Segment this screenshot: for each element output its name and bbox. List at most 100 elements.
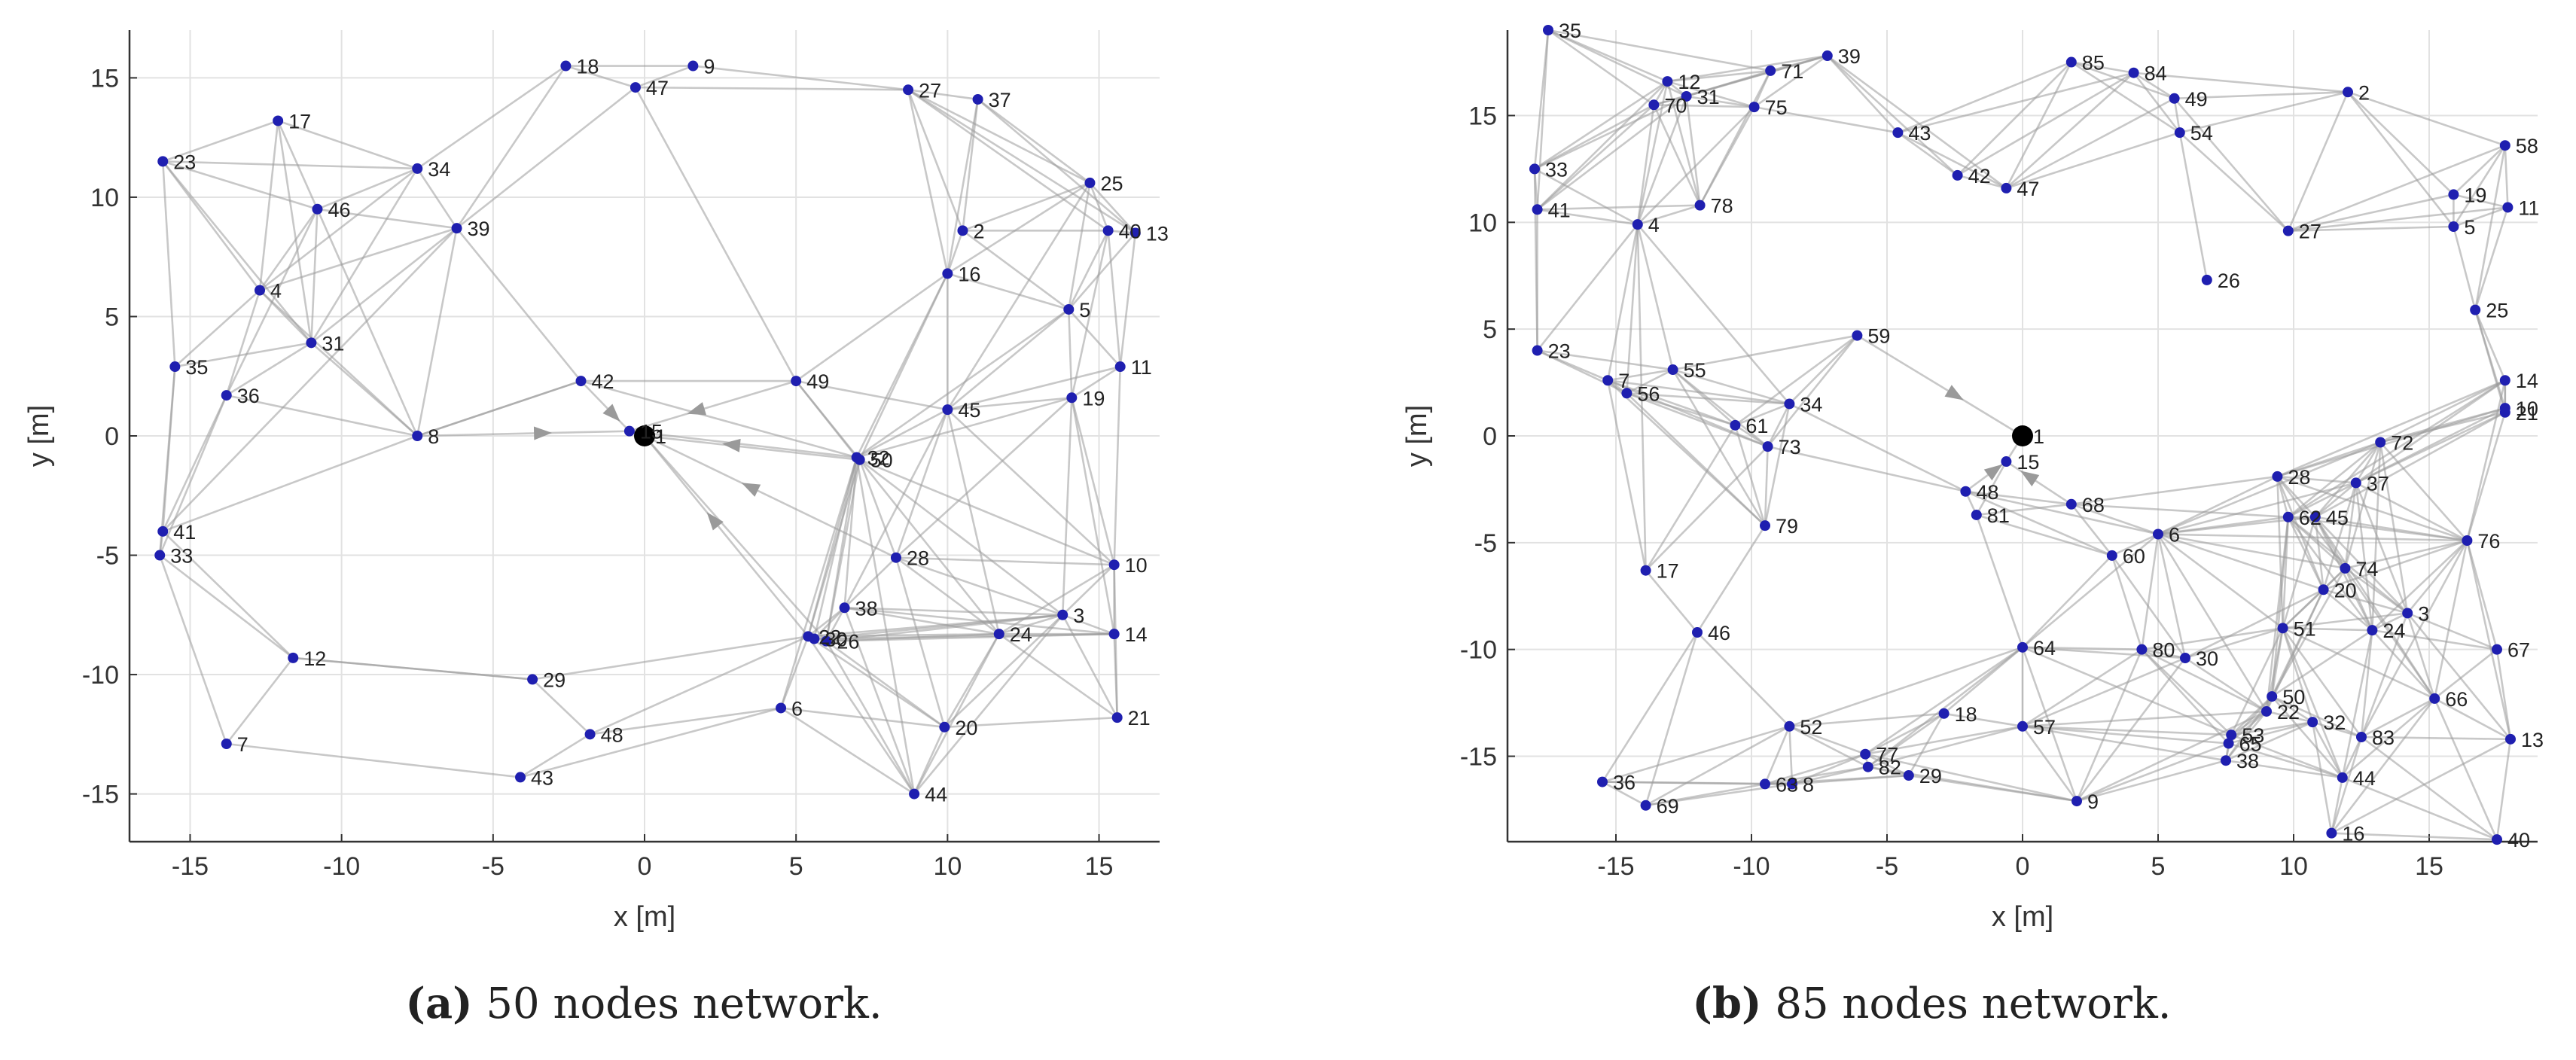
b-edge [1602,781,1647,806]
b-edge [2157,534,2187,659]
b-edge [1734,424,1769,448]
b-edge [1547,29,1771,72]
a-edge [913,633,1000,795]
a-edge [1068,309,1121,367]
a-edge [998,564,1115,635]
a-node-label-12: 12 [303,647,326,670]
b-edge [2271,696,2343,778]
a-edge [581,379,857,458]
a-edge [1068,230,1109,310]
b-edge [1667,80,1754,108]
b-node-label-38: 38 [2236,750,2259,772]
b-edge [1537,204,1700,211]
b-edge [2228,742,2343,779]
b-node-34 [1784,398,1795,410]
a-ylabel: y [m] [23,405,55,467]
b-edge [2006,131,2181,190]
a-edge [1119,233,1137,367]
a-edge [843,556,897,609]
b-node-36 [1597,776,1608,787]
a-edge [1113,634,1118,718]
b-node-29 [1903,770,1914,781]
b-edge [2022,646,2232,736]
b-edge [2071,503,2159,535]
a-xlabel: x [m] [614,901,675,933]
b-edge [2371,629,2436,699]
b-edge [2276,475,2468,542]
b-edge [1770,54,1828,72]
b-node-22 [2261,705,2272,717]
b-edge [1764,726,1791,784]
a-edge [629,379,797,432]
b-node-label-53: 53 [2242,724,2264,747]
a-node-label-37: 37 [989,89,1011,111]
b-node-63 [1760,778,1770,790]
b-edge [2271,629,2373,698]
b-edge [1672,368,1790,405]
b-edge [2157,533,2284,629]
a-edge [998,614,1063,635]
b-node-80 [2136,644,2148,655]
b-node-label-74: 74 [2355,558,2378,580]
a-node-label-23: 23 [173,151,196,173]
b-edge [2474,309,2506,381]
b-edge [2361,697,2435,739]
b-edge [2323,589,2408,614]
b-edge [1965,490,2159,535]
a-edge [316,209,419,437]
a-node-label-28: 28 [907,547,929,570]
b-node-label-70: 70 [1664,94,1687,117]
b-edge [2288,144,2506,232]
b-node-20 [2318,584,2329,595]
b-node-label-50: 50 [2282,686,2305,708]
b-edge [2288,482,2357,518]
b-edge [2287,516,2324,590]
a-node-23 [157,156,169,167]
b-edge [2344,483,2358,569]
b-node-75 [1748,102,1760,113]
a-edge [907,89,949,274]
b-node-label-20: 20 [2334,579,2357,602]
b-sink-node [2012,425,2033,446]
a-edge [907,89,964,231]
b-edge [1867,646,2023,768]
b-node-label-62: 62 [2299,507,2321,529]
b-node-label-67: 67 [2507,639,2530,662]
a-node-11 [1114,361,1126,373]
b-edge [2345,539,2468,570]
b-node-label-26: 26 [2218,270,2240,292]
b-edge [2407,612,2512,740]
a-node-label-11: 11 [1131,356,1152,379]
b-edge [2271,695,2313,723]
a-node-36 [221,390,232,401]
a-node-28 [890,552,901,563]
b-edge [2453,206,2508,228]
b-node-label-56: 56 [1637,382,1660,405]
a-node-label-7: 7 [237,733,248,756]
a-node-label-50: 50 [870,449,893,472]
a-edge [1071,365,1121,399]
a-xtick-label: 0 [638,852,652,881]
a-ytick-label: -15 [82,781,119,809]
a-edge [1062,564,1115,616]
a-edge [416,168,458,229]
b-node-24 [2367,625,2378,636]
caption-a-text: 50 nodes network. [486,979,883,1028]
a-sink-node [634,425,655,446]
b-node-73 [1762,441,1773,452]
b-node-label-52: 52 [1800,716,1822,739]
b-edge [2312,721,2343,778]
b-edge [2071,61,2134,75]
a-edge [844,606,1063,617]
a-edges [158,65,1137,795]
a-arrowhead [721,438,741,452]
b-ytick-label: 15 [1468,102,1497,130]
a-edge [844,606,1114,635]
a-edge [174,289,261,368]
b-node-14 [2499,375,2510,386]
a-node-45 [942,404,953,416]
a-edge [276,120,312,343]
b-edge [1696,525,1767,633]
caption-a: (a) 50 nodes network. [0,979,1288,1028]
a-edge [947,273,1069,311]
